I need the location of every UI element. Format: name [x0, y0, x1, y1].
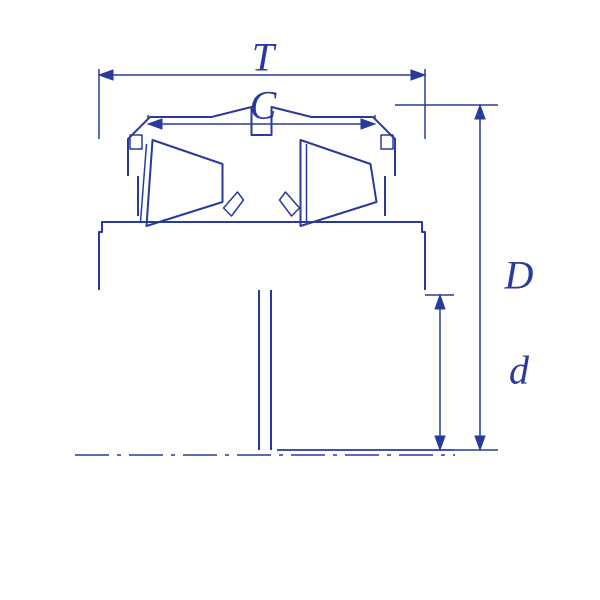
label-C: C — [250, 82, 277, 129]
bearing-dimension-diagram: T C D d — [0, 0, 600, 600]
label-T: T — [252, 34, 274, 81]
diagram-svg — [0, 0, 600, 600]
label-d: d — [509, 347, 529, 394]
label-D: D — [505, 252, 534, 299]
